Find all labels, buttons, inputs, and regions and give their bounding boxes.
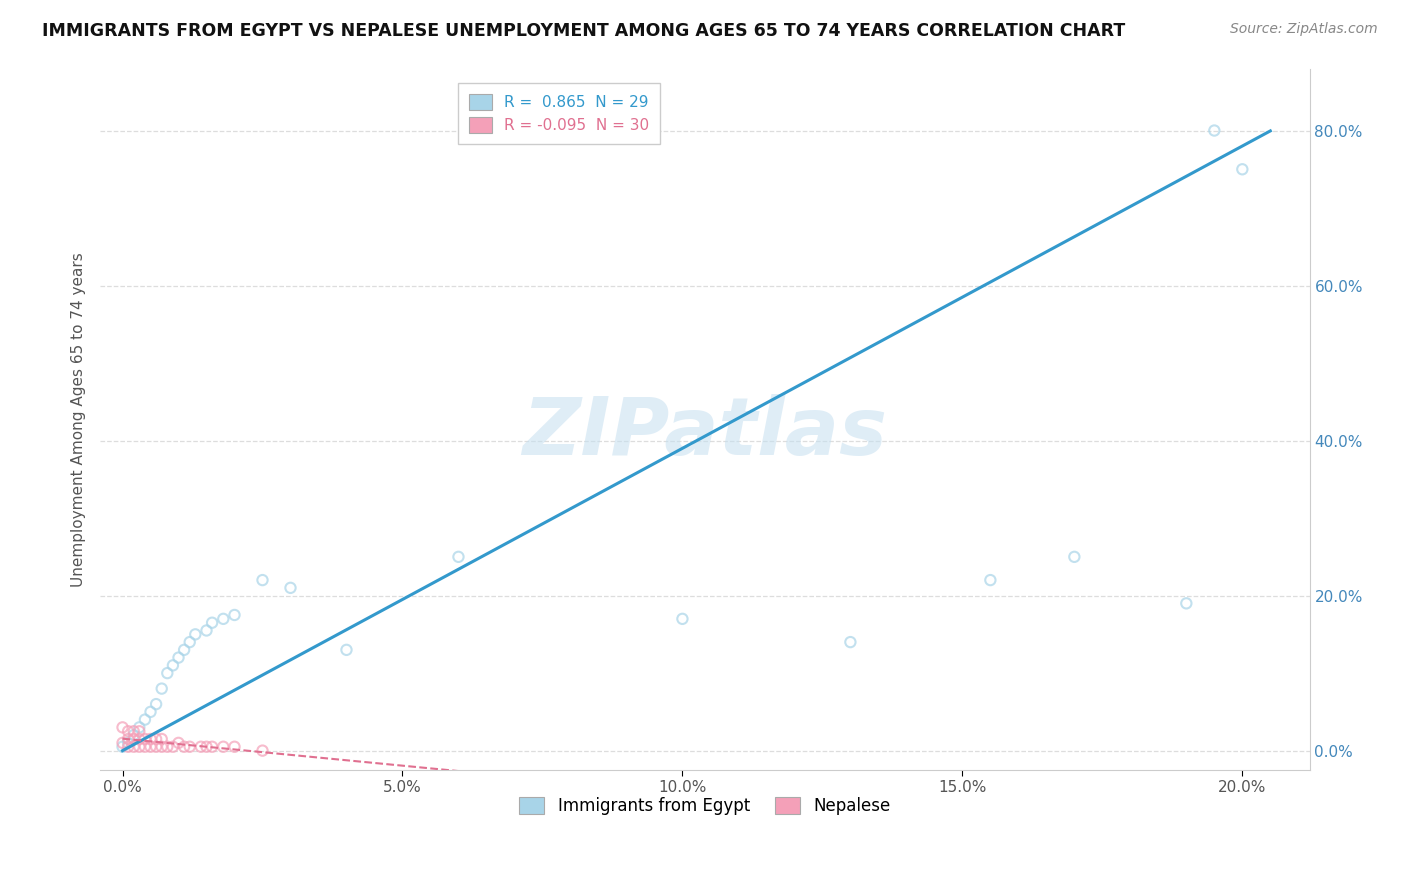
Point: [167, 650, 190, 665]
Point: [122, 728, 145, 742]
Point: [447, 549, 470, 564]
Point: [122, 731, 145, 746]
Point: [671, 612, 693, 626]
Point: [139, 731, 162, 746]
Point: [145, 697, 167, 711]
Point: [839, 635, 862, 649]
Point: [111, 720, 134, 734]
Legend: Immigrants from Egypt, Nepalese: Immigrants from Egypt, Nepalese: [509, 787, 900, 825]
Point: [162, 658, 184, 673]
Point: [117, 739, 139, 754]
Point: [162, 739, 184, 754]
Text: Source: ZipAtlas.com: Source: ZipAtlas.com: [1230, 22, 1378, 37]
Point: [145, 739, 167, 754]
Point: [134, 739, 156, 754]
Point: [1232, 162, 1254, 177]
Point: [111, 736, 134, 750]
Point: [280, 581, 302, 595]
Point: [201, 739, 224, 754]
Point: [195, 739, 218, 754]
Point: [128, 731, 150, 746]
Point: [1204, 123, 1226, 137]
Point: [1175, 596, 1198, 610]
Point: [128, 724, 150, 739]
Point: [117, 736, 139, 750]
Point: [173, 739, 195, 754]
Point: [167, 736, 190, 750]
Point: [335, 643, 357, 657]
Point: [122, 724, 145, 739]
Point: [212, 612, 235, 626]
Point: [139, 705, 162, 719]
Point: [195, 624, 218, 638]
Point: [145, 731, 167, 746]
Point: [179, 739, 201, 754]
Point: [156, 666, 179, 681]
Point: [201, 615, 224, 630]
Y-axis label: Unemployment Among Ages 65 to 74 years: Unemployment Among Ages 65 to 74 years: [72, 252, 86, 587]
Point: [122, 739, 145, 754]
Point: [134, 731, 156, 746]
Point: [117, 724, 139, 739]
Point: [134, 713, 156, 727]
Point: [1063, 549, 1085, 564]
Point: [139, 739, 162, 754]
Point: [111, 739, 134, 754]
Point: [252, 573, 274, 587]
Point: [150, 739, 173, 754]
Point: [117, 731, 139, 746]
Point: [173, 643, 195, 657]
Text: IMMIGRANTS FROM EGYPT VS NEPALESE UNEMPLOYMENT AMONG AGES 65 TO 74 YEARS CORRELA: IMMIGRANTS FROM EGYPT VS NEPALESE UNEMPL…: [42, 22, 1125, 40]
Point: [979, 573, 1001, 587]
Point: [190, 739, 212, 754]
Point: [224, 607, 246, 622]
Point: [128, 739, 150, 754]
Point: [184, 627, 207, 641]
Point: [252, 744, 274, 758]
Point: [150, 681, 173, 696]
Point: [128, 720, 150, 734]
Point: [150, 731, 173, 746]
Point: [212, 739, 235, 754]
Point: [156, 739, 179, 754]
Text: ZIPatlas: ZIPatlas: [522, 394, 887, 472]
Point: [179, 635, 201, 649]
Point: [224, 739, 246, 754]
